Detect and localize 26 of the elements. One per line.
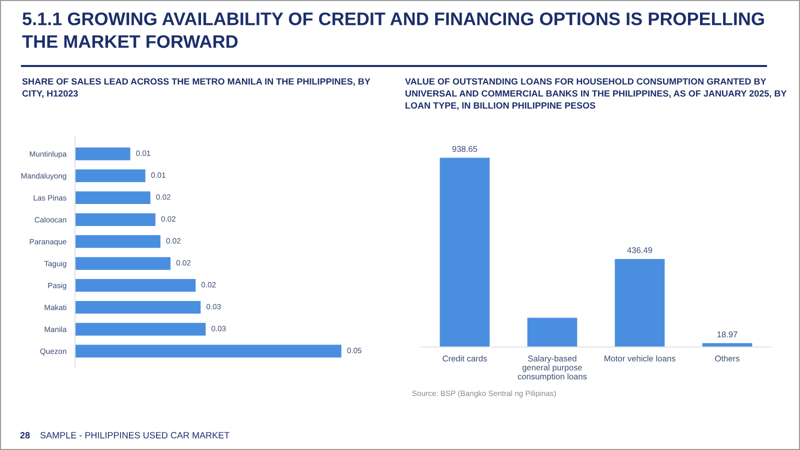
bar (75, 213, 156, 226)
chart-title: SHARE OF SALES LEAD ACROSS THE METRO MANILA IN THE PHILIPPINES, BY CITY, H12023 (22, 78, 370, 98)
text: SAMPLE - PHILIPPINES USED CAR MARKET (40, 432, 230, 438)
text: 5.1.1 GROWING AVAILABILITY OF CREDIT AND FINANCING OPTIONS IS PROPELLING THE MARKET FORWARD (22, 12, 764, 48)
bar (614, 258, 665, 347)
bar (75, 235, 160, 248)
x-tick-label: Motor vehicle loans (604, 355, 676, 362)
data-label: 938.65 (452, 146, 478, 152)
bar (75, 148, 130, 160)
bar (75, 344, 342, 358)
bar (75, 191, 150, 204)
x-tick-label: Salary-based general purpose consumption loans (518, 355, 587, 382)
bar (75, 322, 206, 336)
bar (75, 300, 201, 314)
bar (440, 158, 490, 347)
text: 28 (20, 432, 30, 438)
bar (75, 257, 170, 270)
x-tick-label: Credit cards (442, 355, 487, 362)
bar (527, 318, 578, 347)
bar (75, 279, 196, 292)
x-tick-label: Others (715, 355, 740, 362)
data-label: 436.49 (627, 247, 652, 254)
bar (75, 169, 146, 182)
data-label: 18.97 (717, 331, 738, 338)
chart-title: VALUE OF OUTSTANDING LOANS FOR HOUSEHOLD CONSUMPTION GRANTED BY UNIVERSAL AND COMMERCIAL BANKS IN THE PHILIPPINES, AS OF JANUARY 2025, BY LOAN TYPE, IN BILLION PHILIPPINE PESOS (405, 78, 787, 110)
bar (702, 343, 752, 347)
